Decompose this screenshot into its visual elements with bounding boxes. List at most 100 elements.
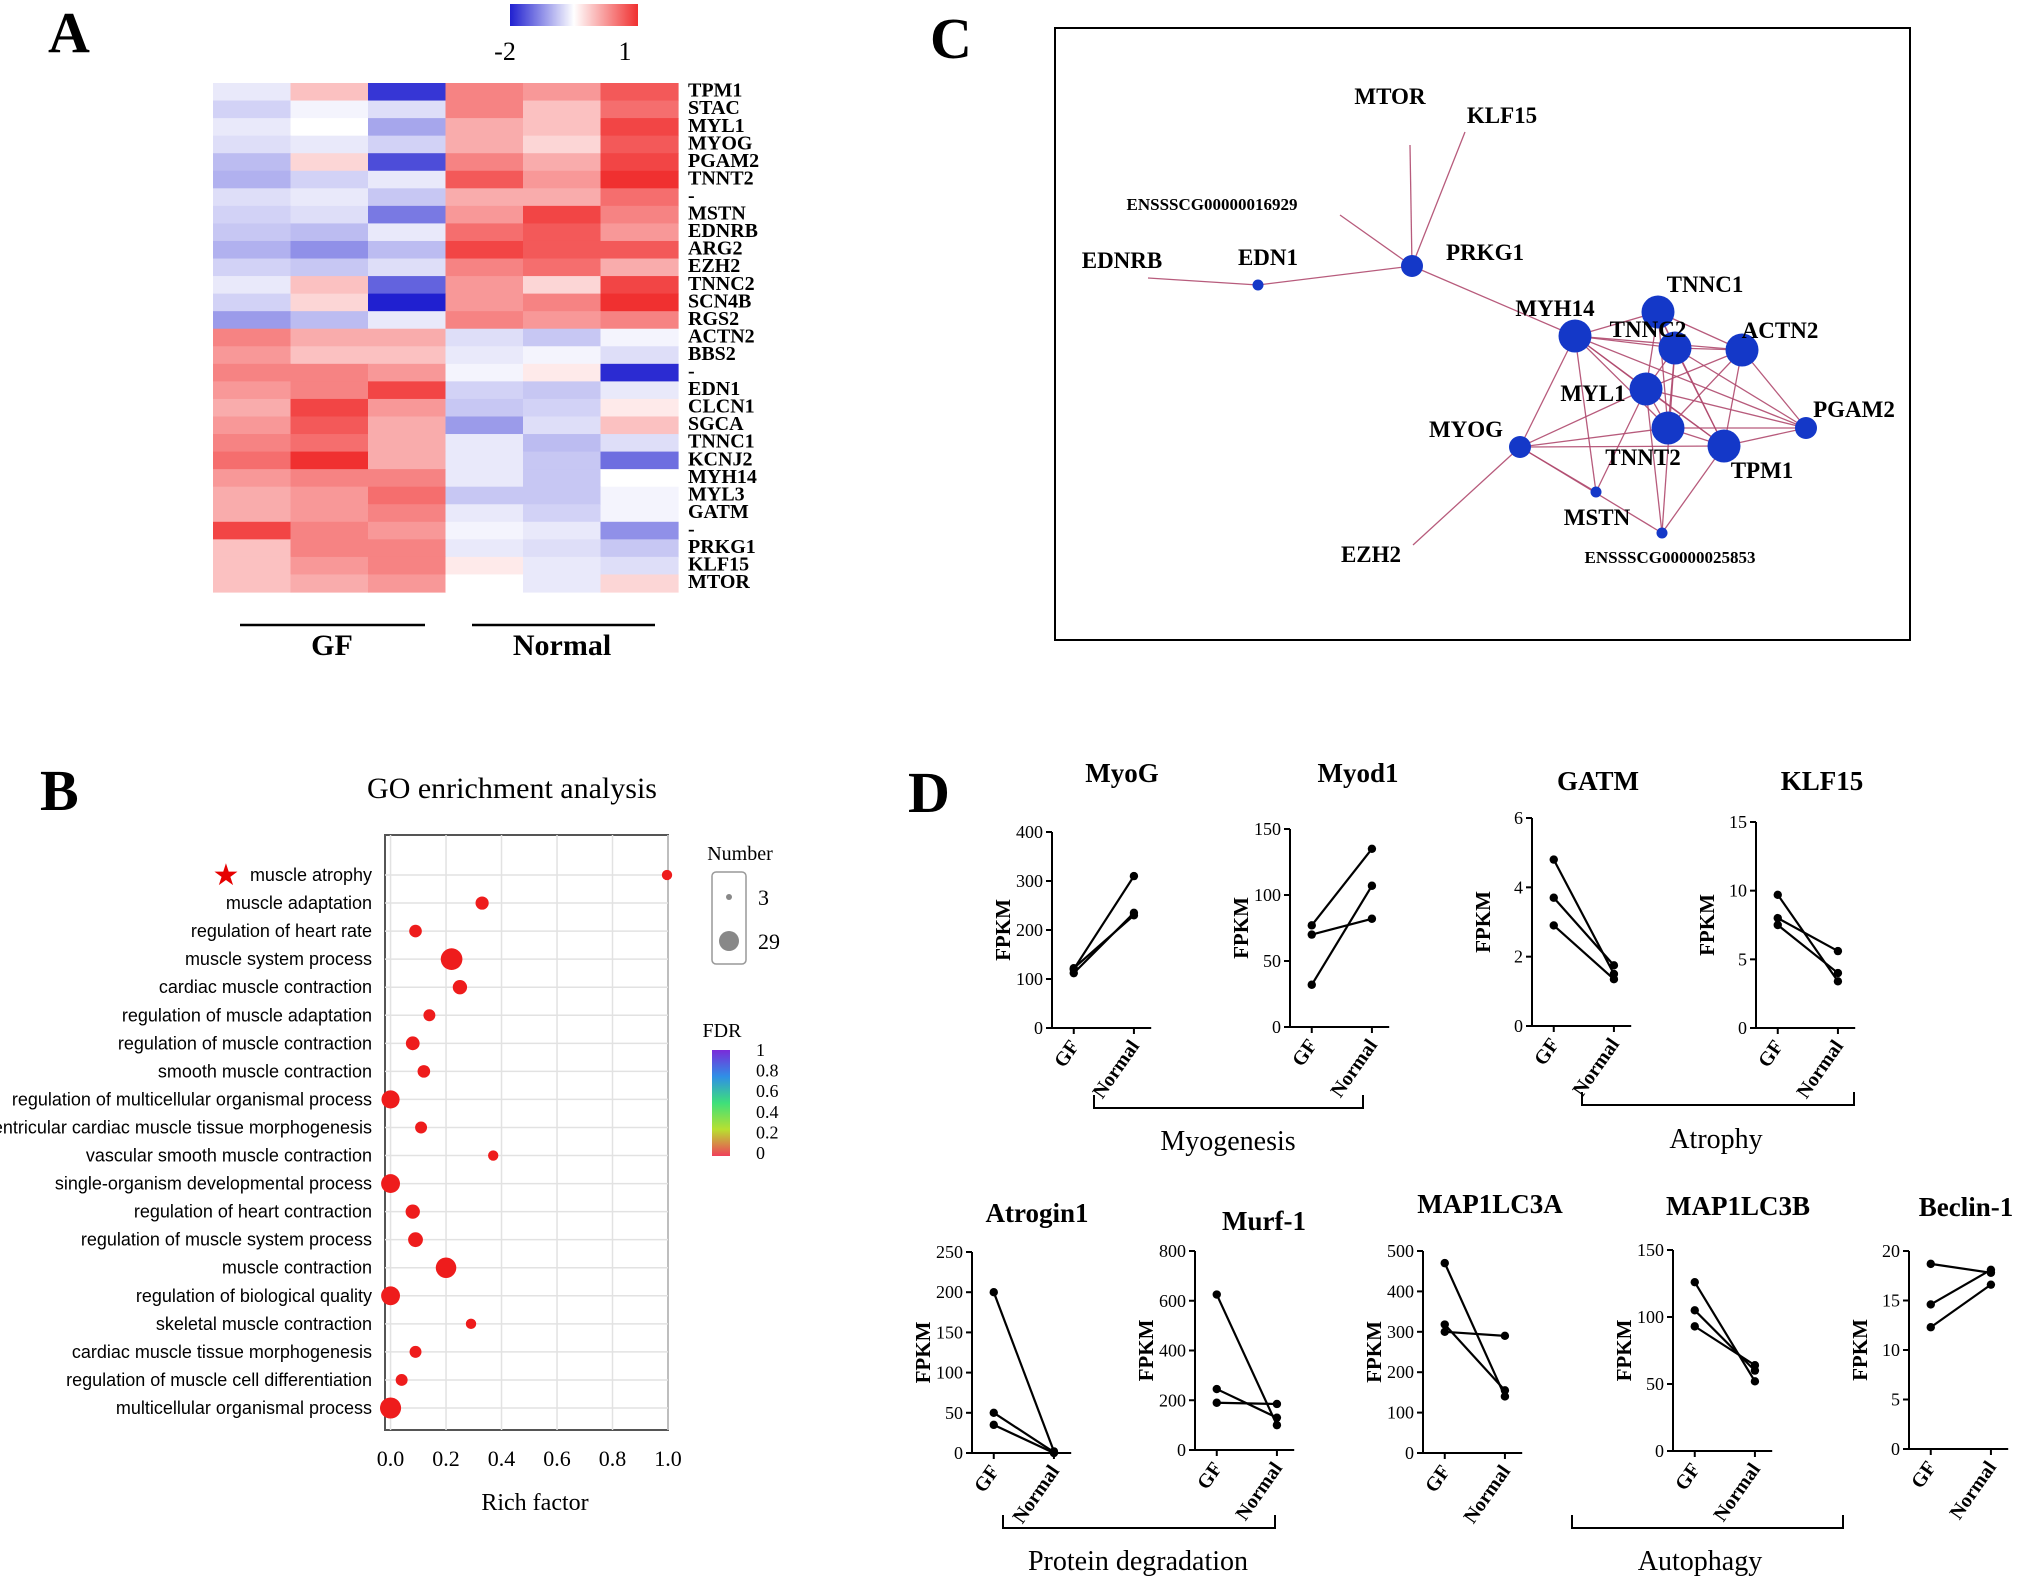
network-edge <box>1645 349 1743 390</box>
heatmap-cell <box>600 100 679 119</box>
colorbar-min-label: -2 <box>494 37 516 66</box>
heatmap-cell <box>368 293 447 312</box>
heatmap-cell <box>368 346 447 365</box>
heatmap-cell <box>368 556 447 576</box>
heatmap-cell <box>523 258 602 277</box>
fpkm-series-line <box>1553 924 1615 981</box>
fpkm-point <box>1212 1384 1221 1394</box>
heatmap-cell <box>600 451 679 470</box>
fpkm-y-tick-label: 0 <box>1891 1439 1900 1459</box>
fpkm-point <box>1750 1377 1760 1386</box>
heatmap-cell <box>600 311 679 330</box>
heatmap-cell <box>445 83 524 102</box>
fpkm-y-tick-label: 400 <box>1016 822 1043 842</box>
fpkm-group-bracket <box>1002 1515 1276 1529</box>
fpkm-point <box>1833 946 1843 956</box>
fpkm-category-label: Normal <box>1945 1457 2001 1524</box>
heatmap-cell <box>368 363 447 382</box>
heatmap-cell <box>368 135 447 154</box>
network-node <box>1658 331 1692 365</box>
heatmap-row-label: CLCN1 <box>688 396 755 418</box>
heatmap-cell <box>445 451 524 470</box>
panel-label-a: A <box>48 0 90 65</box>
fpkm-point <box>1440 1320 1449 1329</box>
network-node <box>1590 486 1602 498</box>
heatmap-cell <box>290 363 369 382</box>
fpkm-category-label: Normal <box>1459 1461 1515 1528</box>
heatmap-cell <box>600 486 679 505</box>
heatmap-cell <box>213 574 292 593</box>
heatmap-row-label: GATM <box>688 501 749 523</box>
fpkm-plot: MyoG 0 100 200 300 400 FPKM GF Normal <box>991 758 1159 1103</box>
fpkm-series-line <box>993 1423 1055 1454</box>
heatmap-cell <box>523 223 602 242</box>
network-edge <box>1147 277 1259 286</box>
fpkm-y-axis-label: FPKM <box>1612 1319 1636 1381</box>
go-bubble <box>408 1232 423 1248</box>
heatmap-cell <box>290 434 369 453</box>
go-term-label: cardiac muscle tissue morphogenesis <box>72 1342 372 1362</box>
heatmap-row-label: MYOG <box>688 132 753 154</box>
fpkm-y-tick-label: 6 <box>1514 808 1523 828</box>
heatmap-row-label: TNNC2 <box>688 273 755 295</box>
heatmap-cell <box>213 346 292 365</box>
fpkm-y-tick-label: 10 <box>1882 1340 1900 1360</box>
network-edge <box>1519 445 1725 448</box>
fpkm-series-line <box>1552 897 1615 967</box>
heatmap-cell <box>368 469 447 488</box>
fpkm-series-line <box>1930 1268 1992 1306</box>
heatmap-cell <box>368 328 447 347</box>
heatmap-cell <box>523 135 602 154</box>
fpkm-point <box>1069 964 1078 973</box>
heatmap-cell <box>368 486 447 505</box>
go-xtick-label: 0.8 <box>599 1446 627 1471</box>
heatmap-cell <box>523 311 602 330</box>
go-term-label: regulation of muscle adaptation <box>122 1005 372 1025</box>
group-label-gf: GF <box>311 629 353 662</box>
fpkm-plot: MAP1LC3A 0 100 200 300 400 500 FPKM GF Normal <box>1362 1189 1563 1528</box>
heatmap-cell <box>523 451 602 470</box>
fpkm-y-tick-label: 150 <box>936 1322 963 1342</box>
fpkm-series-line <box>1216 1401 1277 1406</box>
network-node <box>1509 436 1531 458</box>
network-node-label: TNNC1 <box>1667 272 1744 297</box>
heatmap-row-label: SCN4B <box>688 290 751 312</box>
heatmap-cell <box>213 469 292 488</box>
fpkm-point <box>1609 961 1619 970</box>
fdr-colorbar <box>712 1050 730 1156</box>
panel-label-c: C <box>930 6 972 71</box>
network-node <box>1651 411 1685 445</box>
panel-c: C MTOR KLF15 ENSSSCG00000016929 EDNRB EDN1 PR… <box>930 6 1911 641</box>
heatmap-cell <box>445 416 524 435</box>
fpkm-plot-title: Myod1 <box>1318 758 1399 788</box>
colorbar-max-label: 1 <box>619 37 632 66</box>
heatmap-cell <box>290 100 369 119</box>
fpkm-plot: Atrogin1 0 50 100 150 200 250 FPKM GF Normal <box>911 1198 1089 1528</box>
network-edge <box>1574 335 1597 493</box>
heatmap-cell <box>600 293 679 312</box>
fpkm-series-line <box>1777 917 1839 953</box>
heatmap-cell <box>445 311 524 330</box>
heatmap-row-label: SGCA <box>688 413 744 435</box>
go-term-label: muscle atrophy <box>250 865 372 885</box>
heatmap-cell <box>600 188 679 207</box>
network-node-label: MYOG <box>1429 417 1503 442</box>
heatmap-cell <box>523 205 602 225</box>
fpkm-y-tick-label: 250 <box>936 1242 963 1262</box>
network-edge <box>1645 388 1663 534</box>
heatmap-cell <box>290 556 369 576</box>
heatmap-cell <box>290 346 369 365</box>
fpkm-series-line <box>1693 1309 1756 1372</box>
heatmap-cell <box>600 504 679 523</box>
fpkm-y-tick-label: 20 <box>1882 1241 1900 1261</box>
network-nodes: MTOR KLF15 ENSSSCG00000016929 EDNRB EDN1 PRKG… <box>1082 84 1895 567</box>
heatmap-row-label: TNNT2 <box>688 167 754 189</box>
network-edge <box>1657 311 1669 429</box>
fpkm-point <box>989 1420 998 1430</box>
go-bubble <box>452 980 468 995</box>
heatmap-cell <box>368 170 447 189</box>
heatmap-cell <box>445 188 524 207</box>
heatmap-cell <box>600 276 679 295</box>
network-edge <box>1339 214 1413 267</box>
go-bubble <box>395 1373 408 1386</box>
